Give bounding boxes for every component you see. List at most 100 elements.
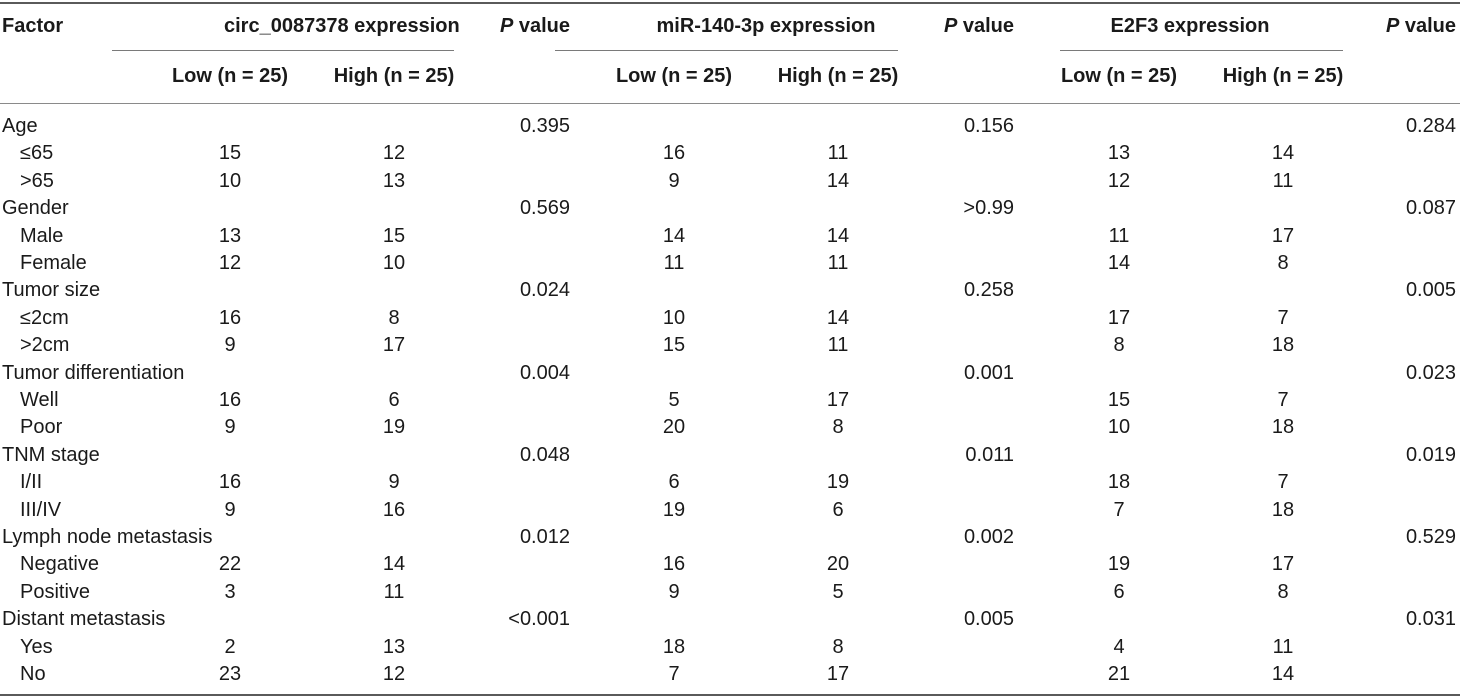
row-label: TNM stage [2,443,100,467]
count-cell: 10 [190,169,270,193]
row-sublabel: Male [20,224,63,248]
count-cell: 11 [1243,169,1323,193]
p-value-cell: 0.011 [924,443,1014,467]
group-underline-e2f3 [1060,50,1343,51]
count-cell: 13 [354,635,434,659]
count-cell: 11 [1079,224,1159,248]
count-cell: 19 [354,415,434,439]
row-sublabel: >65 [20,169,54,193]
p-italic: P [1386,15,1399,37]
count-cell: 8 [1079,333,1159,357]
count-cell: 18 [1243,333,1323,357]
p-value-cell: 0.019 [1366,443,1456,467]
count-cell: 14 [634,224,714,248]
count-cell: 7 [1243,388,1323,412]
p-value-cell: 0.087 [1366,196,1456,220]
count-cell: 13 [1079,141,1159,165]
count-cell: 13 [190,224,270,248]
high-subheader-e2f3: High (n = 25) [1203,64,1363,88]
p-value-cell: 0.004 [480,361,570,385]
count-cell: 9 [634,169,714,193]
group-header-mir: miR-140-3p expression [656,14,876,38]
p-value-cell: 0.031 [1366,607,1456,631]
factor-header: Factor [2,14,63,38]
count-cell: 17 [798,388,878,412]
p-value-word: value [957,15,1014,37]
count-cell: 2 [190,635,270,659]
count-cell: 9 [634,580,714,604]
count-cell: 6 [798,498,878,522]
count-cell: 21 [1079,662,1159,686]
count-cell: 8 [1243,251,1323,275]
p-value-cell: 0.258 [924,278,1014,302]
count-cell: 15 [190,141,270,165]
row-label: Lymph node metastasis [2,525,212,549]
count-cell: 20 [798,552,878,576]
header-rule [0,103,1460,104]
row-sublabel: III/IV [20,498,61,522]
count-cell: 7 [1243,470,1323,494]
p-value-header-mir: P value [924,14,1014,38]
count-cell: 11 [634,251,714,275]
row-sublabel: Positive [20,580,90,604]
count-cell: 12 [354,662,434,686]
p-value-word: value [1399,15,1456,37]
count-cell: 6 [634,470,714,494]
low-subheader-mir: Low (n = 25) [594,64,754,88]
high-subheader-circ: High (n = 25) [314,64,474,88]
count-cell: 11 [1243,635,1323,659]
count-cell: 8 [798,415,878,439]
count-cell: 7 [1079,498,1159,522]
count-cell: 20 [634,415,714,439]
count-cell: 19 [798,470,878,494]
group-underline-circ [112,50,454,51]
count-cell: 19 [634,498,714,522]
p-value-cell: 0.002 [924,525,1014,549]
row-sublabel: ≤2cm [20,306,69,330]
count-cell: 18 [1079,470,1159,494]
row-label: Distant metastasis [2,607,165,631]
count-cell: 19 [1079,552,1159,576]
p-value-header-e2f3: P value [1366,14,1456,38]
count-cell: 15 [354,224,434,248]
count-cell: 16 [634,552,714,576]
row-sublabel: No [20,662,46,686]
count-cell: 16 [190,470,270,494]
row-label: Tumor differentiation [2,361,184,385]
p-value-cell: 0.005 [1366,278,1456,302]
p-value-cell: >0.99 [924,196,1014,220]
p-value-cell: 0.048 [480,443,570,467]
count-cell: 9 [354,470,434,494]
count-cell: 15 [634,333,714,357]
group-header-e2f3: E2F3 expression [1080,14,1300,38]
row-sublabel: Female [20,251,87,275]
high-subheader-mir: High (n = 25) [758,64,918,88]
count-cell: 23 [190,662,270,686]
count-cell: 9 [190,498,270,522]
p-value-cell: 0.001 [924,361,1014,385]
count-cell: 18 [634,635,714,659]
p-value-cell: 0.024 [480,278,570,302]
p-value-cell: 0.395 [480,114,570,138]
p-value-cell: 0.023 [1366,361,1456,385]
count-cell: 10 [354,251,434,275]
low-subheader-e2f3: Low (n = 25) [1039,64,1199,88]
count-cell: 12 [190,251,270,275]
group-underline-mir [555,50,898,51]
count-cell: 10 [634,306,714,330]
count-cell: 3 [190,580,270,604]
count-cell: 11 [354,580,434,604]
count-cell: 16 [190,388,270,412]
count-cell: 7 [634,662,714,686]
count-cell: 8 [1243,580,1323,604]
count-cell: 17 [1243,224,1323,248]
row-label: Tumor size [2,278,100,302]
p-italic: P [500,15,513,37]
count-cell: 4 [1079,635,1159,659]
count-cell: 17 [1243,552,1323,576]
low-subheader-circ: Low (n = 25) [150,64,310,88]
p-value-cell: 0.284 [1366,114,1456,138]
count-cell: 14 [798,306,878,330]
group-header-circ: circ_0087378 expression [224,14,424,38]
p-italic: P [944,15,957,37]
